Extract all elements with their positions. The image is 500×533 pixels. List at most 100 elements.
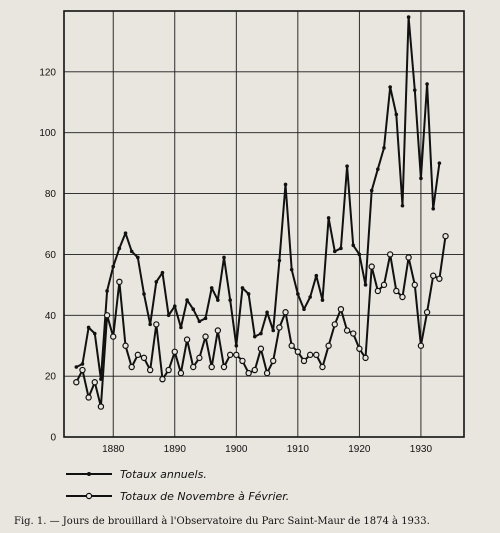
data-point bbox=[196, 354, 203, 362]
data-point bbox=[337, 306, 345, 313]
data-point bbox=[356, 345, 363, 352]
data-point bbox=[197, 319, 202, 324]
data-point bbox=[431, 206, 436, 211]
data-point bbox=[271, 328, 276, 333]
data-point bbox=[246, 292, 251, 296]
data-point bbox=[351, 243, 356, 248]
data-point bbox=[289, 267, 294, 272]
data-point bbox=[103, 312, 111, 319]
data-point bbox=[160, 270, 165, 275]
data-point bbox=[393, 287, 400, 295]
data-point bbox=[437, 161, 442, 165]
data-point bbox=[239, 357, 246, 365]
data-point bbox=[417, 342, 425, 349]
data-point bbox=[110, 333, 117, 340]
data-point bbox=[251, 366, 258, 374]
data-point bbox=[159, 375, 166, 383]
y-tick-label-0: 0 bbox=[50, 433, 56, 444]
data-point bbox=[313, 351, 320, 359]
data-point bbox=[214, 327, 222, 334]
legend-entry-annual: Totaux annuels. bbox=[66, 468, 207, 481]
data-point bbox=[325, 342, 332, 349]
data-point bbox=[380, 281, 388, 289]
grid-lines bbox=[64, 11, 464, 437]
data-point bbox=[265, 310, 269, 315]
data-point bbox=[314, 273, 319, 278]
data-point bbox=[105, 289, 109, 293]
data-point bbox=[442, 232, 449, 240]
data-point bbox=[326, 216, 331, 220]
data-point bbox=[283, 182, 288, 187]
data-point bbox=[357, 252, 362, 257]
series-line-1 bbox=[75, 236, 447, 408]
data-point bbox=[332, 249, 337, 254]
data-point bbox=[369, 188, 374, 193]
data-point bbox=[294, 348, 302, 355]
y-tick-label-120: 120 bbox=[39, 67, 56, 78]
data-point bbox=[339, 246, 343, 251]
data-point bbox=[85, 394, 92, 401]
data-point bbox=[190, 363, 197, 371]
data-point bbox=[411, 281, 418, 289]
data-point bbox=[123, 231, 128, 235]
data-point bbox=[140, 354, 148, 362]
data-point bbox=[165, 366, 172, 374]
data-point bbox=[405, 254, 412, 261]
data-point bbox=[122, 342, 129, 349]
data-point bbox=[345, 164, 349, 168]
data-point bbox=[423, 309, 431, 316]
data-point bbox=[220, 363, 228, 371]
data-point bbox=[382, 146, 386, 150]
series-1 bbox=[73, 232, 449, 410]
x-tick-label-1920: 1920 bbox=[348, 444, 371, 455]
legend-marker-open-circle bbox=[85, 492, 93, 500]
y-tick-label-100: 100 bbox=[39, 128, 56, 139]
data-point bbox=[277, 258, 282, 263]
y-tick-label-80: 80 bbox=[45, 189, 57, 200]
data-point bbox=[86, 325, 91, 330]
data-point bbox=[302, 307, 306, 312]
data-point bbox=[259, 331, 263, 336]
data-point bbox=[222, 255, 226, 260]
data-point bbox=[319, 363, 326, 371]
y-tick-label-20: 20 bbox=[45, 372, 57, 383]
data-point bbox=[146, 366, 154, 374]
data-point bbox=[419, 176, 423, 181]
data-point bbox=[191, 307, 196, 312]
data-point bbox=[92, 331, 97, 336]
data-point bbox=[252, 334, 257, 339]
data-point bbox=[270, 357, 277, 365]
data-point bbox=[394, 112, 399, 117]
data-point bbox=[363, 283, 368, 287]
data-point bbox=[183, 336, 191, 343]
data-point bbox=[166, 313, 171, 318]
data-point bbox=[406, 15, 411, 19]
legend: Totaux annuels. Totaux de Novembre à Fév… bbox=[66, 468, 289, 503]
data-point bbox=[368, 263, 375, 270]
data-point bbox=[362, 354, 369, 362]
data-point bbox=[153, 321, 160, 328]
legend-marker-dot bbox=[87, 472, 91, 476]
data-point bbox=[177, 369, 185, 377]
data-point bbox=[74, 365, 79, 369]
x-tick-label-1900: 1900 bbox=[225, 444, 248, 455]
series-0 bbox=[74, 15, 442, 381]
legend-entry-winter: Totaux de Novembre à Février. bbox=[66, 490, 289, 503]
data-point bbox=[128, 363, 135, 371]
data-point bbox=[430, 272, 437, 279]
data-point bbox=[376, 167, 380, 172]
data-point bbox=[300, 357, 308, 365]
data-point bbox=[171, 348, 178, 355]
data-point bbox=[134, 351, 142, 359]
data-point bbox=[308, 295, 312, 299]
data-point bbox=[343, 327, 351, 334]
data-point bbox=[202, 333, 209, 340]
data-point bbox=[142, 292, 146, 296]
data-point bbox=[240, 286, 245, 290]
data-point bbox=[97, 403, 105, 410]
x-tick-label-1930: 1930 bbox=[410, 444, 433, 455]
data-point bbox=[116, 278, 123, 286]
data-point bbox=[154, 280, 159, 284]
data-point bbox=[296, 292, 300, 296]
y-axis-ticks: 0 20 40 60 80 100 120 bbox=[39, 67, 56, 443]
